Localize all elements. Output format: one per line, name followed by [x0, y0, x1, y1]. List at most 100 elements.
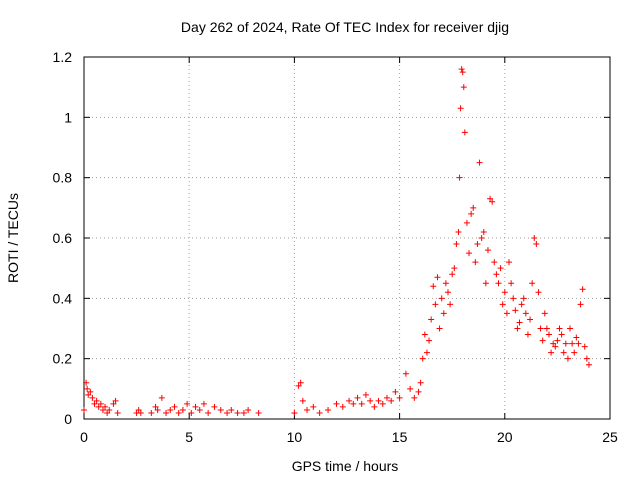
x-axis-label: GPS time / hours	[292, 458, 399, 474]
data-point	[367, 397, 374, 404]
data-point	[499, 301, 506, 308]
data-point	[545, 331, 552, 338]
data-point	[480, 228, 487, 235]
x-tick-label: 5	[185, 429, 193, 445]
data-point	[83, 379, 90, 386]
data-point	[383, 394, 390, 401]
data-point	[339, 403, 346, 410]
data-point	[575, 340, 582, 347]
data-point	[518, 301, 525, 308]
data-point	[396, 394, 403, 401]
x-tick-label: 10	[287, 429, 303, 445]
data-point	[456, 174, 463, 181]
data-point	[110, 400, 117, 407]
data-point	[543, 325, 550, 332]
data-point	[533, 241, 540, 248]
data-point	[325, 406, 332, 413]
data-point	[463, 219, 470, 226]
data-point	[571, 349, 578, 356]
data-point	[87, 388, 94, 395]
data-point	[516, 319, 523, 326]
data-point	[470, 204, 477, 211]
data-point	[539, 337, 546, 344]
data-point	[255, 409, 262, 416]
data-point	[453, 241, 460, 248]
data-point	[171, 403, 178, 410]
data-point	[482, 280, 489, 287]
data-point	[375, 397, 382, 404]
data-point	[560, 349, 567, 356]
data-point	[535, 289, 542, 296]
data-point	[438, 295, 445, 302]
data-point	[421, 331, 428, 338]
data-point	[200, 400, 207, 407]
data-point	[457, 105, 464, 112]
data-point	[476, 159, 483, 166]
data-point	[224, 409, 231, 416]
data-point	[407, 385, 414, 392]
data-point	[487, 195, 494, 202]
data-point	[522, 310, 529, 317]
x-tick-label: 0	[80, 429, 88, 445]
data-point	[291, 409, 298, 416]
data-point	[461, 129, 468, 136]
data-point	[379, 400, 386, 407]
data-point	[184, 400, 191, 407]
data-point	[577, 301, 584, 308]
data-point	[299, 397, 306, 404]
x-tick-label: 20	[497, 429, 513, 445]
data-point	[316, 409, 323, 416]
data-point	[137, 409, 144, 416]
data-point	[192, 403, 199, 410]
data-point	[472, 259, 479, 266]
data-point	[449, 271, 456, 278]
data-point	[510, 295, 517, 302]
data-point	[460, 84, 467, 91]
data-point	[529, 280, 536, 287]
y-tick-label: 0	[64, 411, 72, 427]
data-point	[152, 403, 159, 410]
data-point	[99, 406, 106, 413]
data-points	[81, 66, 592, 416]
data-point	[573, 334, 580, 341]
y-tick-label: 0.4	[53, 290, 73, 306]
data-point	[531, 235, 538, 241]
data-point	[495, 280, 502, 287]
data-point	[548, 349, 555, 356]
data-point	[388, 397, 395, 404]
data-point	[579, 286, 586, 293]
data-point	[558, 331, 565, 338]
data-point	[135, 406, 142, 413]
data-point	[484, 247, 491, 254]
data-point	[234, 409, 241, 416]
data-point	[175, 409, 182, 416]
data-point	[350, 400, 357, 407]
data-point	[148, 409, 155, 416]
data-point	[508, 280, 515, 287]
data-point	[84, 385, 91, 392]
data-point	[188, 409, 195, 416]
data-point	[81, 406, 87, 413]
data-point	[346, 397, 353, 404]
data-point	[455, 228, 462, 235]
chart-title: Day 262 of 2024, Rate Of TEC Index for r…	[181, 19, 509, 35]
data-point	[434, 274, 441, 281]
data-point	[585, 361, 592, 368]
x-tick-label: 25	[602, 429, 618, 445]
data-point	[552, 343, 559, 350]
data-point	[297, 379, 304, 386]
data-point	[310, 403, 317, 410]
data-point	[106, 406, 113, 413]
y-tick-label: 0.6	[53, 230, 73, 246]
data-point	[491, 259, 498, 266]
data-point	[583, 355, 590, 362]
data-point	[514, 325, 521, 332]
data-point	[85, 391, 92, 398]
data-point	[564, 355, 571, 362]
data-point	[466, 250, 473, 257]
data-point	[196, 406, 203, 413]
data-point	[304, 406, 311, 413]
data-point	[444, 289, 451, 296]
data-point	[392, 388, 399, 395]
